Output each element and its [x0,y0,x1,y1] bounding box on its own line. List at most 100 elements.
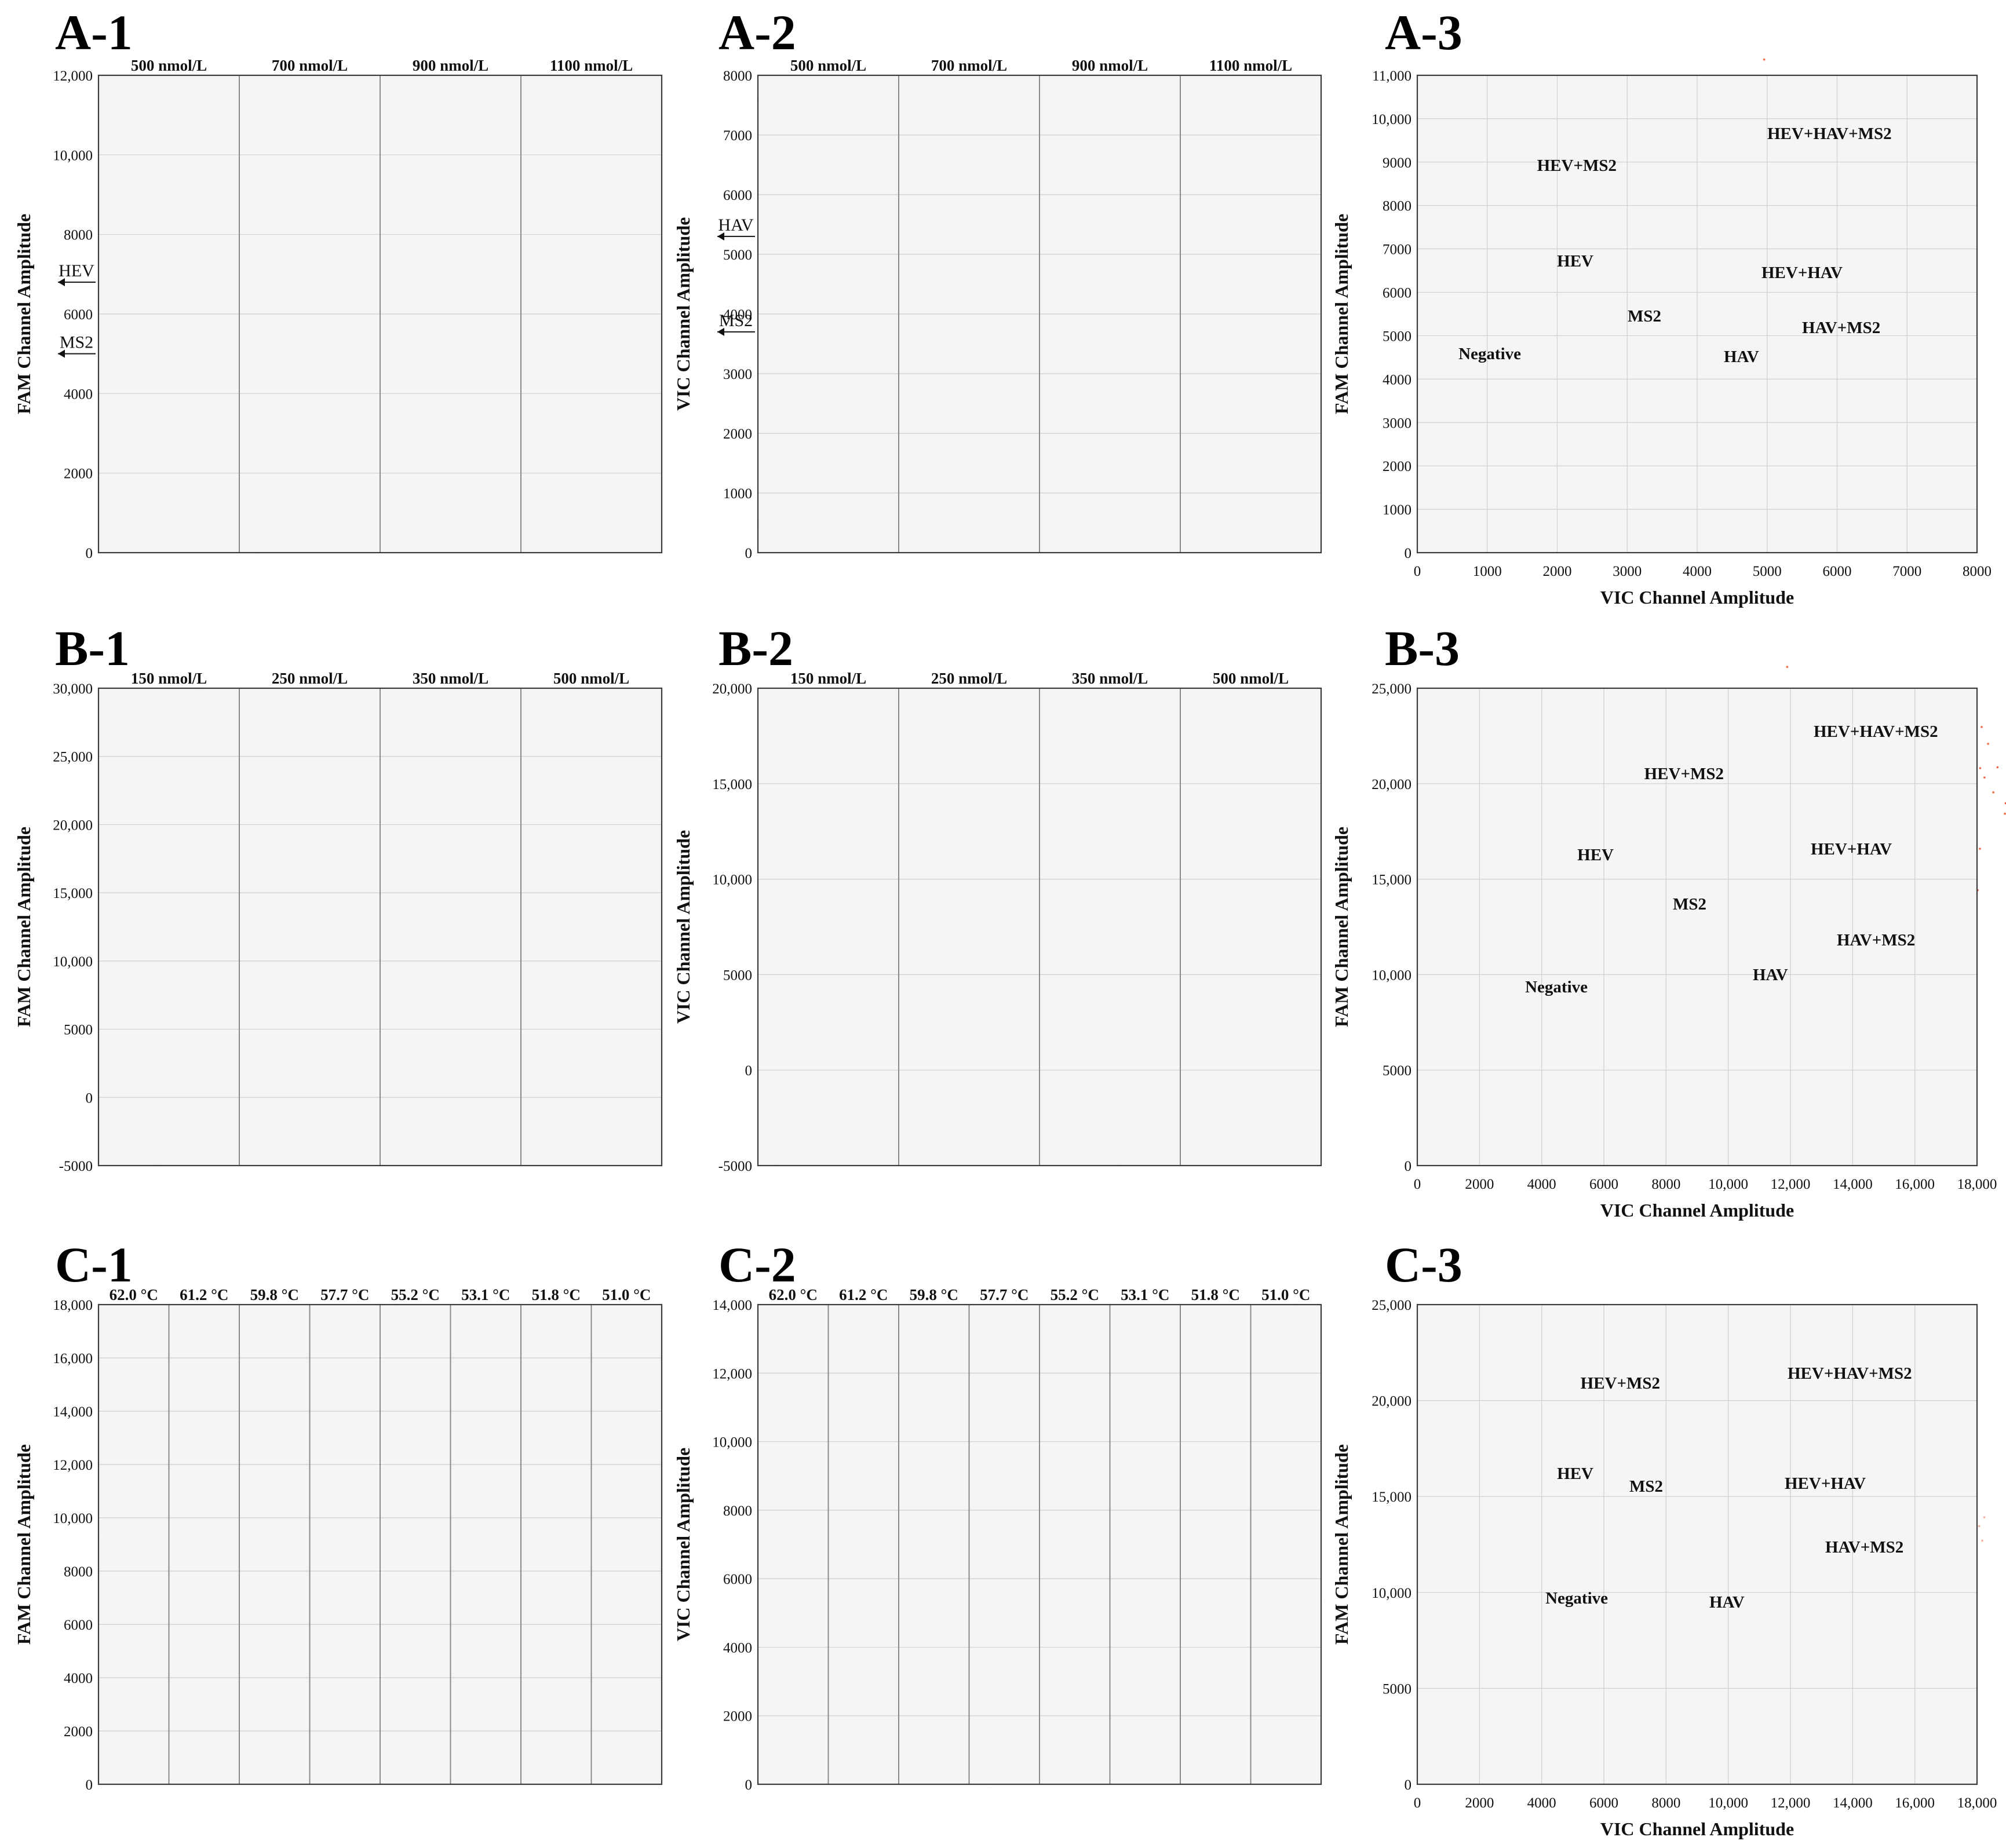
condition-label: 700 nmol/L [272,57,348,74]
cluster-label: Negative [1545,1589,1608,1608]
cluster-label: HAV [1753,966,1788,984]
condition-label: 62.0 °C [769,1286,818,1303]
condition-label: 500 nmol/L [553,670,629,687]
cluster-label: HAV+MS2 [1802,319,1880,337]
cluster-label: HEV+MS2 [1581,1374,1660,1393]
x-tick-label: 2000 [1465,1795,1494,1811]
condition-label: 61.2 °C [180,1286,228,1303]
y-tick-label: 0 [86,1090,93,1106]
panel-label: B-3 [1385,620,1460,676]
cluster-label: HEV+HAV+MS2 [1767,125,1892,143]
y-tick-label: 10,000 [712,1435,752,1451]
y-tick-label: 10,000 [712,872,752,888]
cluster-label: MS2 [1628,307,1661,326]
x-tick-label: 8000 [1651,1795,1680,1811]
y-tick-label: -5000 [718,1159,752,1174]
condition-label: 57.7 °C [980,1286,1028,1303]
x-tick-label: 10,000 [1708,1795,1748,1811]
y-tick-label: 20,000 [712,681,752,697]
plot-frame [757,687,1322,1167]
y-tick-label: 30,000 [53,681,93,697]
y-tick-label: 5000 [723,247,752,263]
y-tick-label: 25,000 [53,750,93,765]
condition-label: 150 nmol/L [790,670,866,687]
panel-b-2 [757,687,1322,1167]
y-tick-label: 10,000 [1372,1586,1412,1601]
y-tick-label: 10,000 [1372,112,1412,127]
y-axis-label: FAM Channel Amplitude [13,1444,34,1645]
y-tick-label: 6000 [64,1617,93,1633]
y-tick-label: 6000 [64,307,93,323]
condition-label: 53.1 °C [1121,1286,1169,1303]
y-tick-label: 0 [86,1777,93,1793]
panel-a-3 [1416,74,1978,554]
x-tick-label: 18,000 [1957,1177,1997,1192]
panel-label: C-2 [718,1237,796,1292]
y-tick-label: 12,000 [712,1366,752,1382]
cluster-label: HAV+MS2 [1825,1538,1903,1557]
y-tick-label: -5000 [59,1159,93,1174]
cluster-label: HAV [1724,348,1759,366]
y-tick-label: 0 [745,1777,753,1793]
y-tick-label: 15,000 [53,886,93,901]
panel-label: C-3 [1385,1237,1462,1292]
y-tick-label: 4000 [723,1640,752,1656]
x-tick-label: 2000 [1465,1177,1494,1192]
panel-label: A-2 [718,5,796,60]
cluster-label: Negative [1525,978,1588,996]
cluster-label: HEV [1557,1464,1593,1483]
panel-c-2 [757,1303,1322,1785]
cluster-label: HEV [1577,846,1614,864]
condition-label: 700 nmol/L [931,57,1007,74]
condition-label: 55.2 °C [1051,1286,1099,1303]
y-tick-label: 12,000 [53,1458,93,1473]
y-tick-label: 15,000 [1372,1489,1412,1505]
condition-label: 900 nmol/L [413,57,488,74]
x-tick-label: 6000 [1823,564,1852,579]
x-tick-label: 8000 [1651,1177,1680,1192]
y-tick-label: 10,000 [53,1511,93,1526]
y-tick-label: 8000 [1383,199,1412,214]
y-axis-label: FAM Channel Amplitude [13,827,34,1027]
cluster-label: HEV+MS2 [1644,765,1724,783]
condition-label: 1100 nmol/L [550,57,633,74]
y-tick-label: 10,000 [1372,967,1412,983]
cluster-label: HEV+HAV [1761,264,1843,282]
y-tick-label: 20,000 [1372,777,1412,792]
y-axis-label: VIC Channel Amplitude [673,217,694,411]
x-tick-label: 10,000 [1708,1177,1748,1192]
y-axis-label: VIC Channel Amplitude [673,1448,694,1641]
y-tick-label: 2000 [723,1709,752,1725]
y-tick-label: 4000 [723,307,752,323]
condition-label: 53.1 °C [461,1286,510,1303]
cluster-label: HAV [1709,1593,1745,1612]
y-tick-label: 5000 [1383,1063,1412,1079]
y-tick-label: 5000 [723,967,752,983]
y-tick-label: 0 [1405,1777,1412,1793]
y-tick-label: 1000 [723,486,752,502]
condition-label: 250 nmol/L [931,670,1007,687]
target-marker-label: MS2 [60,333,93,352]
y-axis-label: FAM Channel Amplitude [13,214,34,414]
panel-label: B-1 [55,620,130,676]
y-tick-label: 2000 [1383,459,1412,474]
plot-area [1417,688,1977,1166]
y-tick-label: 9000 [1383,155,1412,171]
y-tick-label: 14,000 [712,1298,752,1313]
condition-label: 62.0 °C [110,1286,158,1303]
panel-b-3 [1416,687,1978,1167]
y-tick-label: 8000 [723,1503,752,1519]
panel-b-1 [97,687,663,1167]
x-tick-label: 0 [1414,1795,1421,1811]
y-tick-label: 8000 [64,1564,93,1580]
x-tick-label: 0 [1414,1177,1421,1192]
y-tick-label: 15,000 [712,777,752,792]
cluster-label: HEV+HAV [1785,1474,1866,1493]
y-tick-label: 5000 [1383,1681,1412,1697]
arrow-head [58,349,65,358]
y-tick-label: 2000 [64,466,93,482]
y-tick-label: 10,000 [53,954,93,970]
y-tick-label: 20,000 [1372,1394,1412,1409]
y-tick-label: 4000 [64,386,93,402]
